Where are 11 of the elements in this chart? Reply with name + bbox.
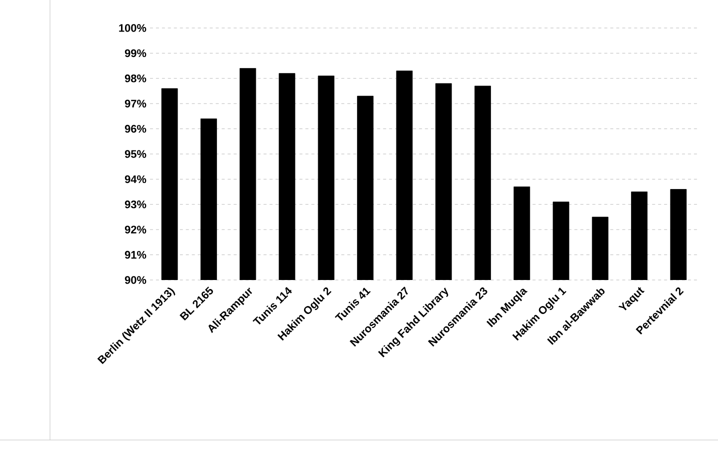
y-tick-label: 92% [124,226,146,234]
y-tick-label: 100% [119,24,146,32]
y-tick-label: 94% [124,175,146,184]
y-tick-label: 91% [124,250,146,259]
y-tick-label: 97% [124,100,146,108]
y-tick-label: 93% [124,200,146,208]
y-tick-label: 98% [124,74,146,82]
y-tick-label: 90% [124,276,146,284]
y-tick-label: 95% [124,150,146,158]
y-tick-label: 99% [124,49,146,58]
y-tick-label: 96% [124,124,146,133]
